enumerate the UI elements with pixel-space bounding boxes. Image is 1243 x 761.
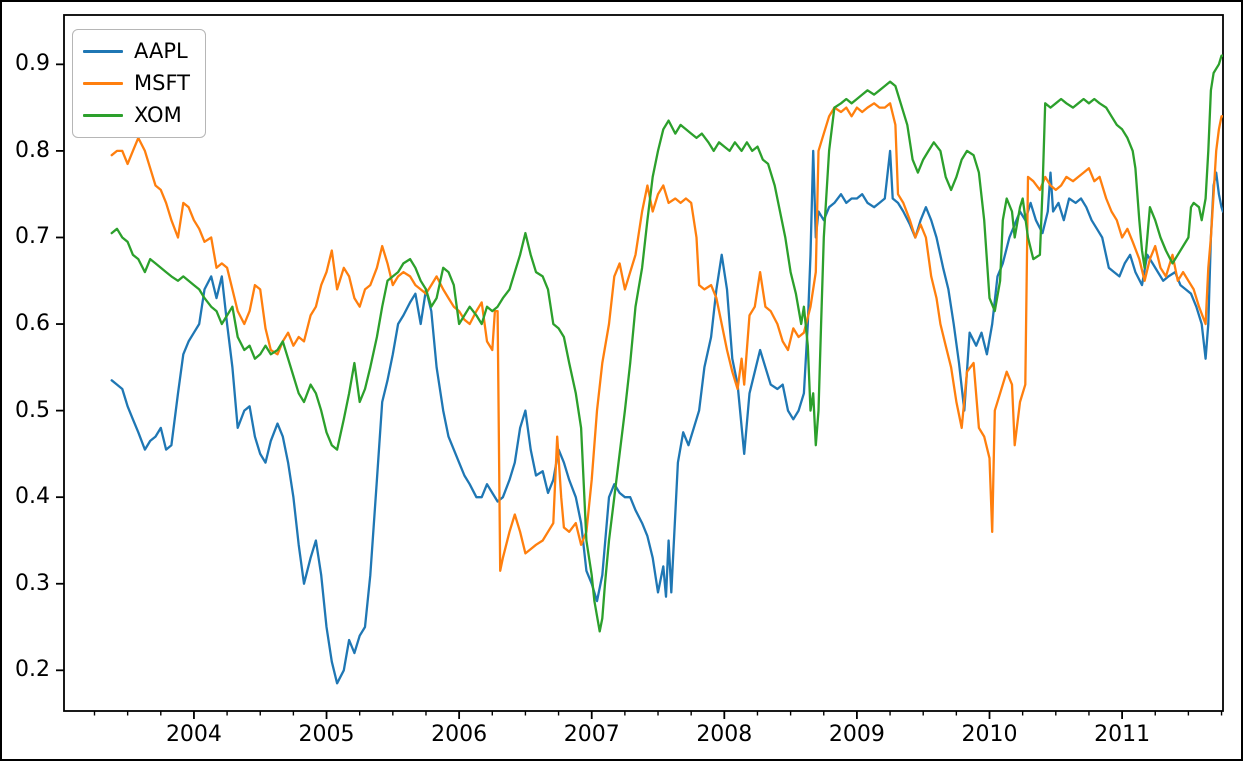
y-tick-label-0.4: 0.4 [15, 484, 50, 510]
legend-swatch-msft [83, 82, 123, 86]
legend-item-msft: MSFT [83, 71, 193, 96]
legend-swatch-aapl [83, 50, 123, 54]
y-tick-label-0.2: 0.2 [15, 657, 50, 683]
legend-label-msft: MSFT [134, 71, 190, 96]
y-tick-label-0.9: 0.9 [15, 51, 50, 77]
y-tick-label-0.7: 0.7 [15, 224, 50, 250]
x-tick-label-2009: 2009 [828, 722, 885, 747]
y-tick-label-0.3: 0.3 [15, 570, 50, 596]
x-tick-label-2007: 2007 [563, 722, 620, 747]
x-tick-label-2008: 2008 [696, 722, 753, 747]
series-line-msft [110, 102, 1223, 572]
legend-label-xom: XOM [134, 103, 182, 128]
series-line-xom [110, 54, 1223, 633]
legend-item-xom: XOM [83, 104, 193, 127]
x-tick-label-2006: 2006 [431, 722, 488, 747]
series-line-aapl [110, 149, 1223, 685]
legend: AAPL MSFT XOM [72, 29, 206, 139]
y-tick-label-0.5: 0.5 [15, 397, 50, 423]
legend-label-aapl: AAPL [134, 39, 188, 63]
x-tick-label-2011: 2011 [1094, 722, 1151, 747]
legend-swatch-xom [83, 114, 123, 118]
x-tick-label-2004: 2004 [165, 722, 222, 747]
x-tick-label-2005: 2005 [298, 722, 355, 747]
y-tick-label-0.6: 0.6 [15, 311, 50, 337]
y-tick-label-0.8: 0.8 [15, 137, 50, 163]
legend-item-aapl: AAPL [83, 39, 193, 63]
plot-frame [63, 14, 1224, 712]
x-tick-label-2010: 2010 [961, 722, 1018, 747]
